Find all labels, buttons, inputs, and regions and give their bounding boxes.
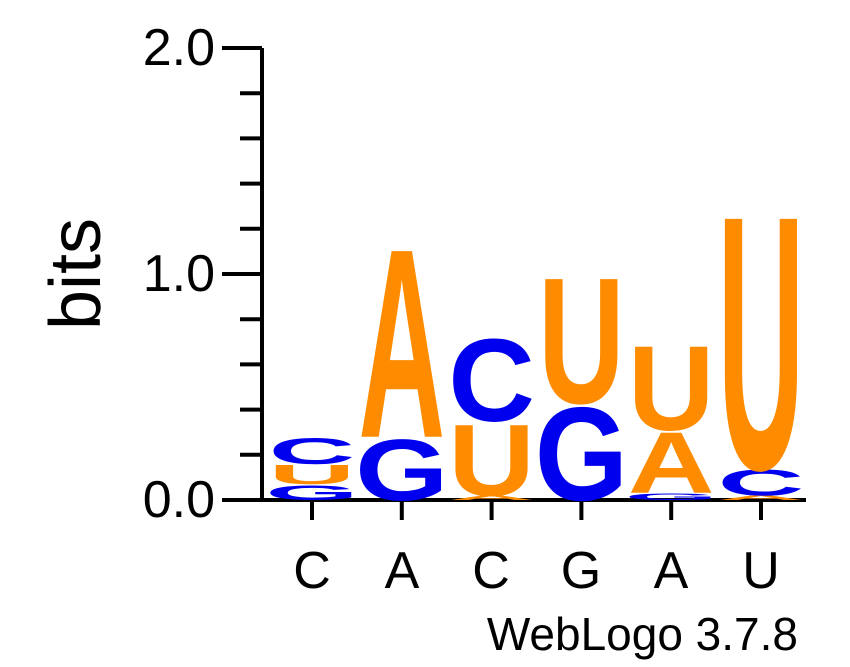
logo-letter-U: U bbox=[718, 141, 805, 546]
logo-letter-C: C bbox=[269, 430, 356, 471]
logo-stack-6: ACU bbox=[718, 141, 805, 546]
weblogo-version-label: WebLogo 3.7.8 bbox=[487, 608, 798, 660]
y-axis-label: bits bbox=[36, 218, 116, 330]
y-tick-label-2: 2.0 bbox=[143, 19, 215, 77]
logo-letter-A: A bbox=[358, 194, 445, 495]
x-tick-label-3: C bbox=[472, 542, 510, 600]
x-tick-label-5: A bbox=[654, 542, 689, 600]
y-ticks bbox=[222, 46, 262, 502]
logo-letter-U: U bbox=[448, 403, 535, 518]
y-tick-label-1: 1.0 bbox=[143, 245, 215, 303]
logo-stack-1: GUC bbox=[265, 430, 358, 504]
logo-letter-G: G bbox=[535, 379, 628, 528]
y-axis: 0.0 1.0 2.0 bits bbox=[36, 19, 264, 529]
logo-letter-A: A bbox=[718, 494, 805, 501]
x-tick-label-2: A bbox=[385, 542, 420, 600]
logo-letter-A: A bbox=[628, 415, 715, 512]
logo-stack-5: GAU bbox=[625, 321, 718, 513]
x-axis: C A C G A U bbox=[262, 498, 806, 600]
logo-letter-U: U bbox=[269, 459, 356, 490]
x-ticks bbox=[310, 500, 763, 520]
logo-letter-G: G bbox=[265, 481, 358, 505]
x-tick-label-1: C bbox=[293, 542, 331, 600]
y-tick-label-0: 0.0 bbox=[143, 471, 215, 529]
logo-stack-3: AUC bbox=[448, 315, 535, 518]
logo-letter-G: G bbox=[355, 422, 448, 519]
logo-letter-C: C bbox=[448, 315, 535, 447]
logo-letter-A: A bbox=[448, 494, 535, 501]
logo-stack-2: GA bbox=[355, 194, 448, 519]
logo-letter-G: G bbox=[625, 492, 718, 502]
logo-letter-C: C bbox=[718, 462, 805, 503]
logo-letter-U: U bbox=[538, 242, 625, 442]
x-tick-label-4: G bbox=[561, 542, 601, 600]
logo-stack-4: GU bbox=[535, 242, 628, 529]
x-tick-label-6: U bbox=[742, 542, 780, 600]
logo-letter-U: U bbox=[628, 321, 715, 457]
